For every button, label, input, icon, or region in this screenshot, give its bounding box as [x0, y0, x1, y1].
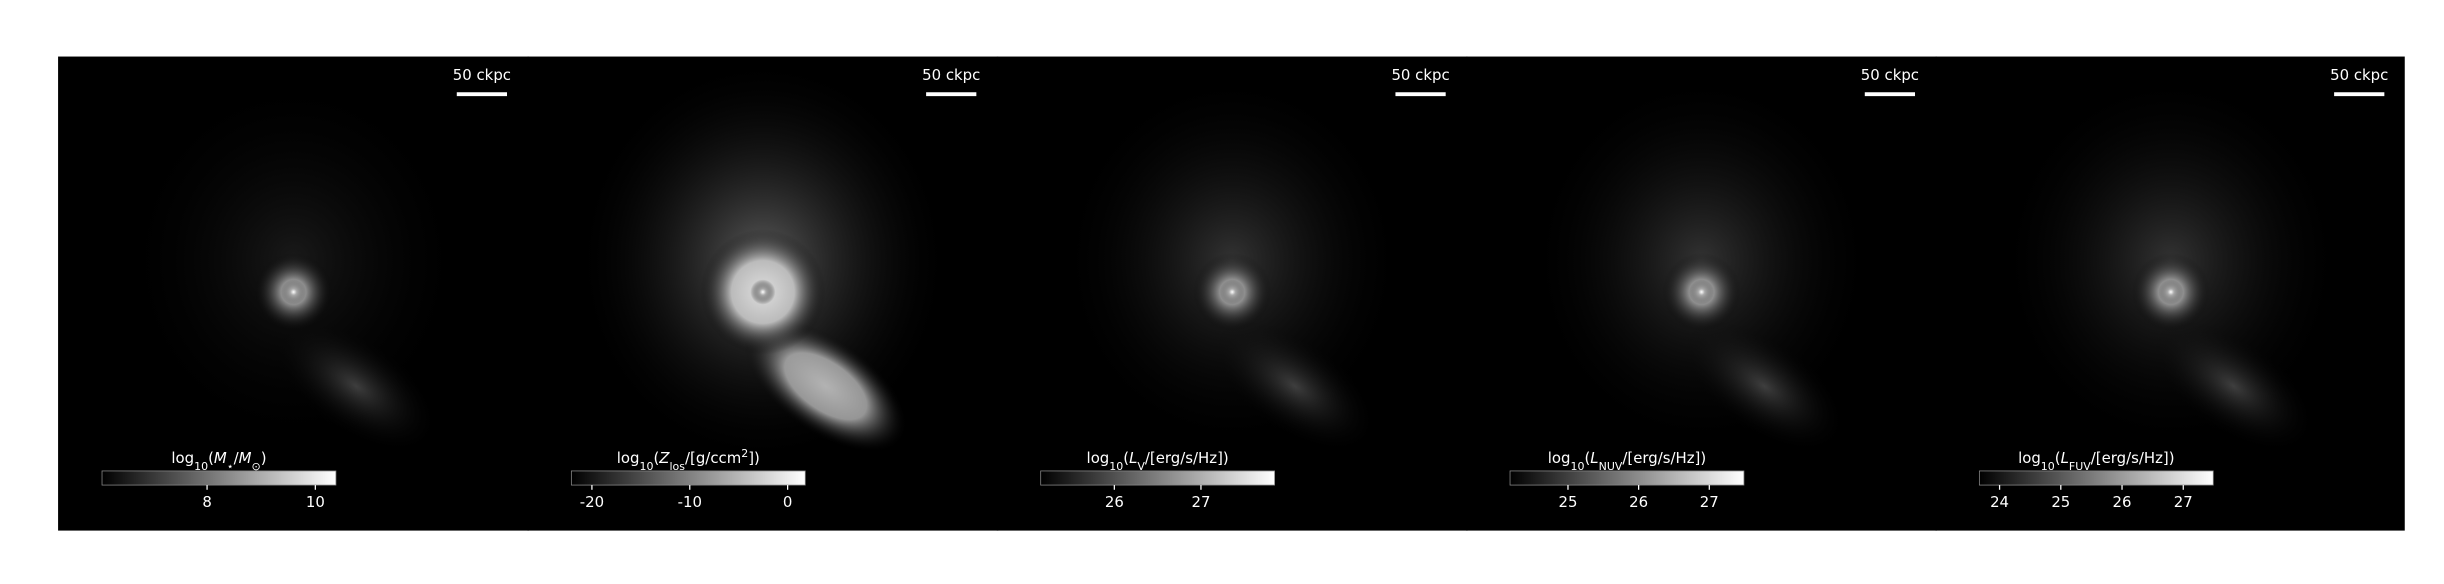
colorbar-tick-label: 0 — [783, 493, 792, 511]
colorbar-label-part: log — [2018, 449, 2041, 467]
scale-bar-label: 50 ckpc — [2330, 66, 2388, 84]
colorbar-tick-label: 8 — [202, 493, 211, 511]
colorbar — [1509, 470, 1745, 486]
colorbar-label-part: 10 — [2041, 460, 2055, 473]
colorbar — [101, 470, 337, 486]
colorbar-label-part: M — [214, 449, 227, 467]
scale-bar-label: 50 ckpc — [1391, 66, 1449, 84]
colorbar-label-part: log — [1087, 449, 1110, 467]
colorbar-label-part: log — [171, 449, 194, 467]
colorbar-label-part: M — [239, 449, 252, 467]
colorbar-label-part: los — [670, 460, 686, 473]
galaxy-tail — [1682, 319, 1847, 453]
colorbar-label-part: L — [1590, 449, 1598, 467]
colorbar-label-part: 10 — [639, 460, 653, 473]
panel: 50 ckpc log10(LFUV/[erg/s/Hz]) 24 25 26 27 — [1935, 56, 2405, 531]
galaxy-nucleus — [1219, 279, 1245, 305]
scale-bar-label: 50 ckpc — [922, 66, 980, 84]
colorbar-tick-label: 26 — [1105, 493, 1124, 511]
colorbar-label-part: ) — [261, 449, 267, 467]
colorbar-label-part: ( — [1123, 449, 1129, 467]
colorbar-label-part: ( — [653, 449, 659, 467]
colorbar-tick-label: 26 — [2113, 493, 2132, 511]
colorbar-label-part: log — [617, 449, 640, 467]
galaxy-nucleus — [750, 279, 776, 305]
colorbar-label-part: ( — [1584, 449, 1590, 467]
colorbar-tick-label: 27 — [1700, 493, 1719, 511]
colorbar-label-part: /[g/ccm — [685, 449, 741, 467]
colorbar-label-part: /[erg/s/Hz]) — [2091, 449, 2175, 467]
colorbar-tick-label: -20 — [580, 493, 604, 511]
colorbar-label-part: /[erg/s/Hz]) — [1622, 449, 1706, 467]
colorbar-tick-label: 26 — [1629, 493, 1648, 511]
colorbar-label-part: /[erg/s/Hz]) — [1145, 449, 1229, 467]
colorbar-label-part: ( — [2055, 449, 2061, 467]
colorbar-label-part: ( — [208, 449, 214, 467]
colorbar — [1040, 470, 1275, 486]
galaxy-tail — [2151, 319, 2316, 453]
colorbar-label-part: NUV — [1599, 460, 1623, 473]
colorbar-tick-label: 25 — [1558, 493, 1577, 511]
colorbar-tick-label: 27 — [1191, 493, 1210, 511]
colorbar-label-part: 10 — [1571, 460, 1585, 473]
colorbar-label-part: 2 — [741, 447, 748, 460]
colorbar-label: log10(M⋆/M⊙) — [171, 449, 266, 473]
colorbar-label: log10(LFUV/[erg/s/Hz]) — [2018, 449, 2174, 473]
galaxy-nucleus — [280, 279, 307, 305]
galaxy-nucleus — [1688, 279, 1715, 305]
colorbar-label-part: 10 — [1109, 460, 1123, 473]
colorbar-tick-label: 24 — [1990, 493, 2009, 511]
scale-bar-label: 50 ckpc — [1861, 66, 1919, 84]
colorbar-label-part: L — [2061, 449, 2069, 467]
colorbar-label-part: ⋆ — [227, 460, 234, 473]
panel: 50 ckpc log10(LNUV/[erg/s/Hz]) 25 26 27 — [1466, 56, 1937, 531]
colorbar-label-part: 10 — [194, 460, 208, 473]
colorbar-tick-label: 25 — [2051, 493, 2070, 511]
galaxy-tail — [1213, 319, 1377, 453]
galaxy-tail — [743, 319, 908, 453]
colorbar-label-part: log — [1548, 449, 1571, 467]
colorbar-label: log10(LNUV/[erg/s/Hz]) — [1548, 449, 1706, 473]
colorbar-label-part: V — [1137, 460, 1145, 473]
colorbar-label: log10(Zlos/[g/ccm2]) — [617, 447, 760, 473]
colorbar-tick-label: 10 — [306, 493, 325, 511]
colorbar-label-part: / — [234, 449, 240, 467]
colorbar-label-part: ⊙ — [252, 460, 261, 473]
galaxy-nucleus — [2158, 279, 2184, 305]
panel: 50 ckpc log10(Zlos/[g/ccm2]) -20 -10 0 — [527, 56, 999, 531]
colorbar-label-part: L — [1129, 449, 1137, 467]
colorbar-tick-label: 27 — [2174, 493, 2193, 511]
colorbar — [1978, 470, 2214, 486]
scale-bar-label: 50 ckpc — [453, 66, 511, 84]
colorbar — [570, 470, 806, 486]
colorbar-tick-label: -10 — [678, 493, 702, 511]
colorbar-label: log10(LV/[erg/s/Hz]) — [1087, 449, 1229, 473]
colorbar-label-part: Z — [658, 449, 670, 467]
colorbar-label-part: ]) — [748, 449, 760, 467]
colorbar-label-part: FUV — [2069, 460, 2091, 473]
galaxy-tail — [274, 319, 439, 453]
panel: 50 ckpc log10(LV/[erg/s/Hz]) 26 27 — [996, 56, 1468, 531]
